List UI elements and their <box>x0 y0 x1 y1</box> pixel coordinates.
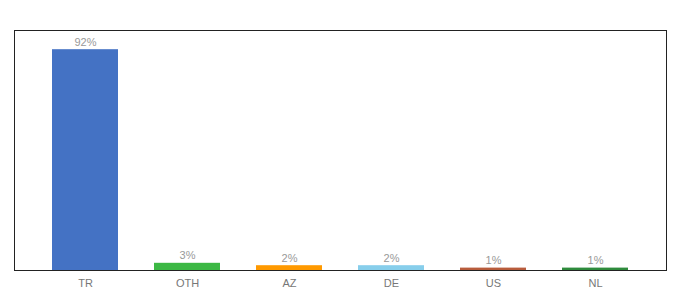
svg-text:92%: 92% <box>74 36 96 48</box>
svg-text:2%: 2% <box>384 252 400 264</box>
svg-text:1%: 1% <box>588 254 604 266</box>
svg-text:3%: 3% <box>180 249 196 261</box>
svg-text:US: US <box>486 277 501 289</box>
svg-text:TR: TR <box>78 277 93 289</box>
svg-text:AZ: AZ <box>282 277 296 289</box>
svg-text:DE: DE <box>384 277 399 289</box>
svg-text:NL: NL <box>588 277 602 289</box>
svg-text:1%: 1% <box>486 254 502 266</box>
svg-text:2%: 2% <box>282 252 298 264</box>
svg-text:OTH: OTH <box>176 277 199 289</box>
